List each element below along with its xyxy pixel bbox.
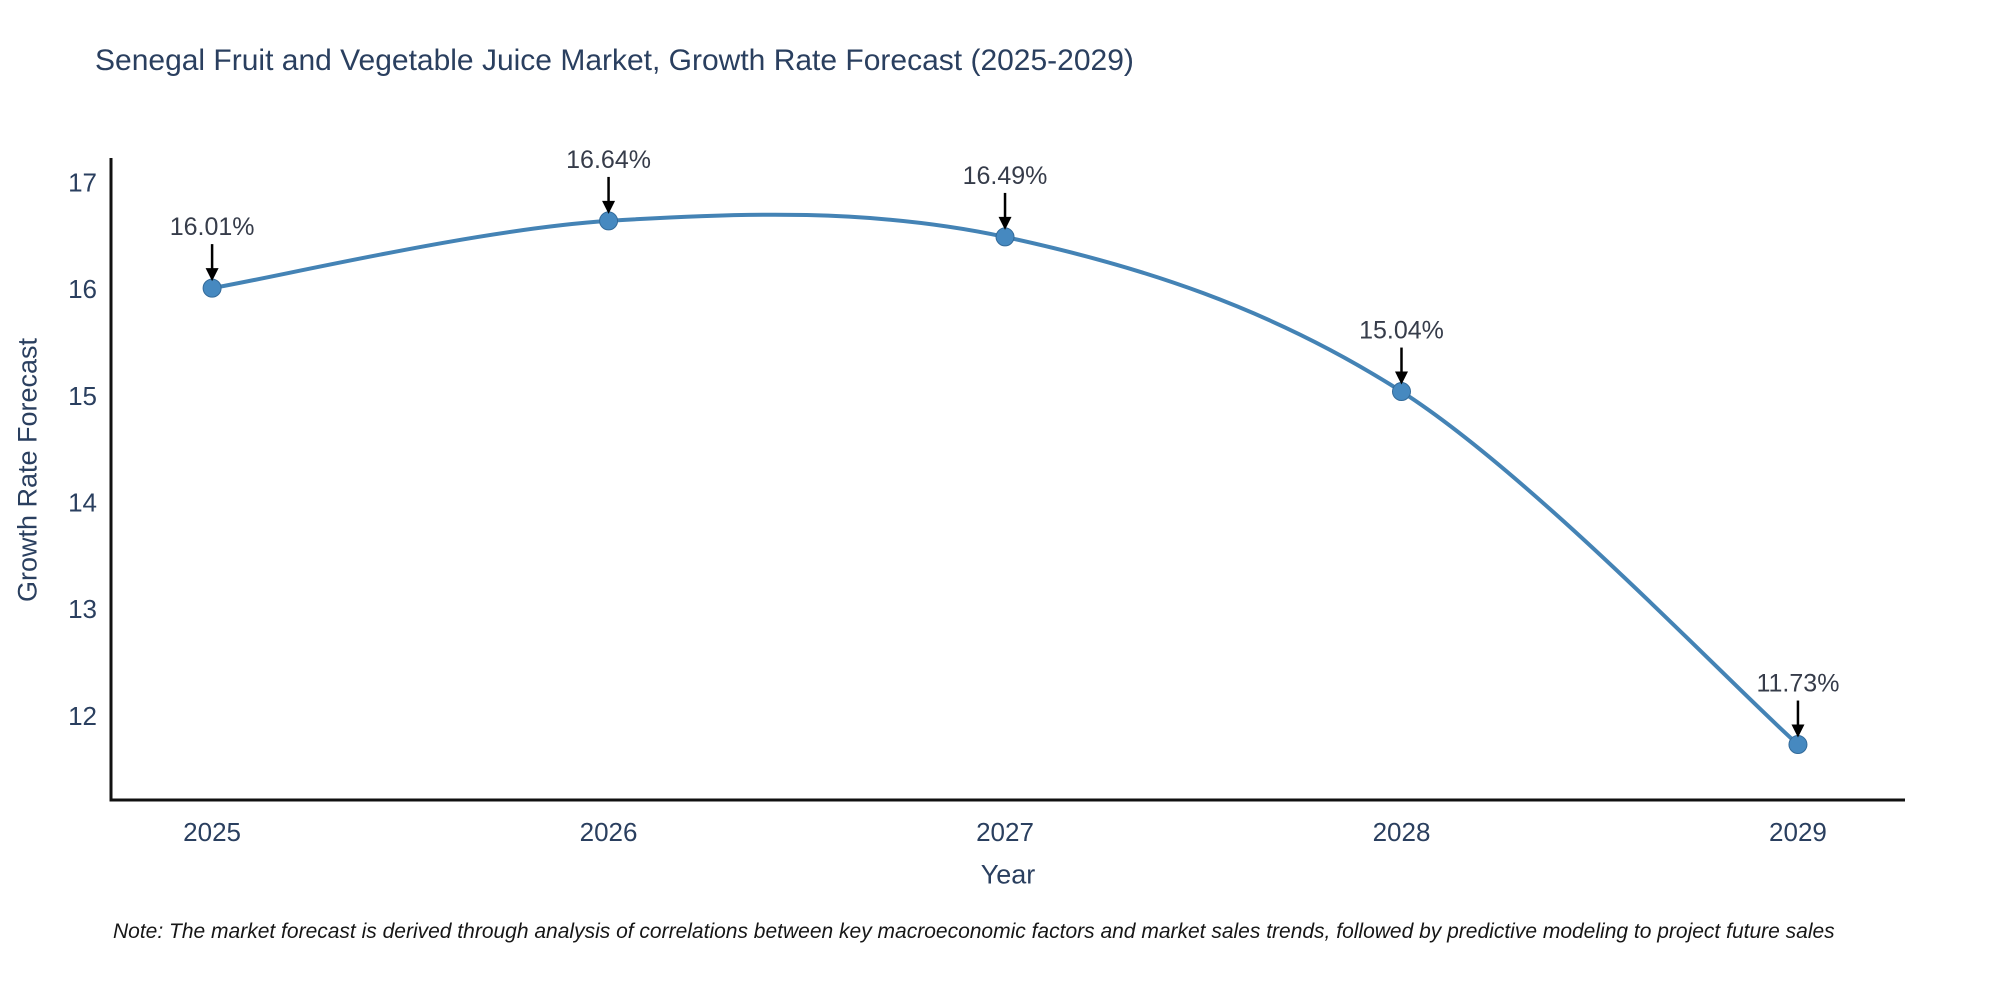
data-point bbox=[995, 227, 1015, 247]
trace-markers bbox=[202, 211, 1808, 755]
y-tick-label: 17 bbox=[68, 168, 97, 198]
data-point bbox=[1788, 735, 1808, 755]
x-axis-tick-labels: 2025 2026 2027 2028 2029 bbox=[183, 817, 1827, 847]
arrow-down-icon bbox=[1394, 371, 1408, 385]
data-point bbox=[202, 278, 222, 298]
x-tick-label: 2029 bbox=[1769, 817, 1827, 847]
arrow-down-icon bbox=[1791, 724, 1805, 738]
data-point bbox=[1391, 382, 1411, 402]
y-tick-label: 12 bbox=[68, 701, 97, 731]
x-tick-label: 2025 bbox=[183, 817, 241, 847]
y-axis-title: Growth Rate Forecast bbox=[12, 337, 43, 603]
arrow-down-icon bbox=[205, 268, 219, 282]
annotation-label: 16.49% bbox=[963, 162, 1048, 190]
point-annotations: 16.01% 16.64% 16.49% 15.04% 11.73% bbox=[170, 146, 1839, 738]
y-tick-label: 15 bbox=[68, 381, 97, 411]
trace-line bbox=[210, 212, 1800, 747]
footnote: Note: The market forecast is derived thr… bbox=[113, 920, 1835, 943]
x-tick-label: 2027 bbox=[976, 817, 1034, 847]
arrow-down-icon bbox=[602, 200, 616, 214]
y-tick-label: 14 bbox=[68, 487, 97, 517]
x-tick-label: 2028 bbox=[1373, 817, 1431, 847]
annotation-label: 16.64% bbox=[566, 146, 651, 174]
annotation-label: 15.04% bbox=[1359, 317, 1444, 345]
x-axis-title: Year bbox=[980, 859, 1036, 890]
arrow-down-icon bbox=[998, 216, 1012, 230]
x-tick-label: 2026 bbox=[580, 817, 638, 847]
y-tick-label: 16 bbox=[68, 274, 97, 304]
chart-title: Senegal Fruit and Vegetable Juice Market… bbox=[95, 44, 1134, 77]
y-tick-label: 13 bbox=[68, 594, 97, 624]
data-point bbox=[599, 211, 619, 231]
growth-rate-curve bbox=[210, 212, 1800, 747]
annotation-label: 11.73% bbox=[1756, 670, 1839, 698]
annotation-label: 16.01% bbox=[170, 213, 255, 241]
y-axis-tick-labels: 12 13 14 15 16 17 bbox=[68, 168, 97, 731]
axes bbox=[109, 158, 1905, 802]
